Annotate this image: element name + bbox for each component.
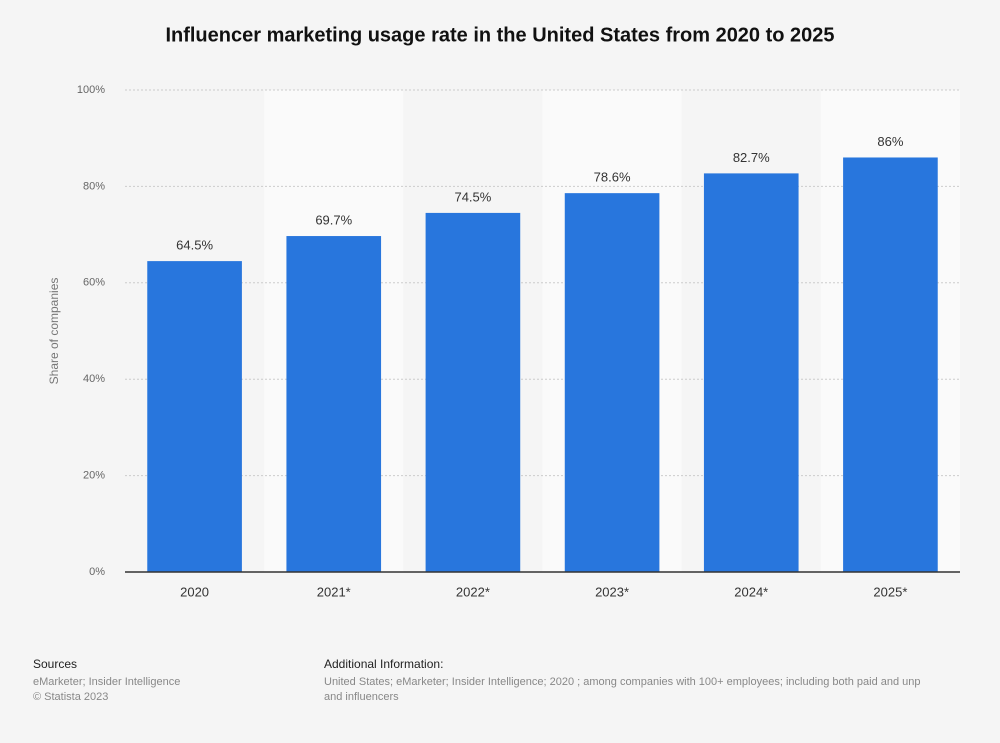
- sources-title: Sources: [33, 657, 77, 671]
- bar: [843, 157, 938, 573]
- bar: [703, 173, 799, 573]
- source-line: eMarketer; Insider Intelligence: [33, 676, 180, 688]
- bar: [147, 261, 242, 572]
- info-line: United States; eMarketer; Insider Intell…: [324, 676, 921, 688]
- x-tick-label: 2023*: [595, 584, 629, 599]
- y-tick-label: 100%: [77, 84, 105, 96]
- value-label: 64.5%: [176, 238, 213, 253]
- y-tick-label: 20%: [83, 470, 105, 482]
- y-tick-label: 80%: [83, 180, 105, 192]
- value-label: 69.7%: [315, 212, 352, 227]
- x-tick-label: 2024*: [734, 584, 768, 599]
- info-title: Additional Information:: [324, 657, 443, 671]
- y-tick-label: 0%: [89, 566, 105, 578]
- value-label: 74.5%: [454, 189, 491, 204]
- y-tick-label: 40%: [83, 373, 105, 385]
- info-line: and influencers: [324, 691, 399, 703]
- chart-title: Influencer marketing usage rate in the U…: [165, 24, 834, 46]
- x-tick-label: 2021*: [317, 584, 351, 599]
- bar: [564, 193, 660, 572]
- value-label: 82.7%: [733, 150, 770, 165]
- x-tick-label: 2020: [180, 584, 209, 599]
- value-label: 86%: [877, 134, 903, 149]
- y-axis-label: Share of companies: [47, 278, 61, 385]
- bar: [425, 212, 521, 572]
- y-tick-label: 60%: [83, 277, 105, 289]
- source-line: © Statista 2023: [33, 691, 108, 703]
- x-tick-label: 2025*: [873, 584, 907, 599]
- value-label: 78.6%: [594, 170, 631, 185]
- x-tick-label: 2022*: [456, 584, 490, 599]
- bar: [286, 236, 382, 572]
